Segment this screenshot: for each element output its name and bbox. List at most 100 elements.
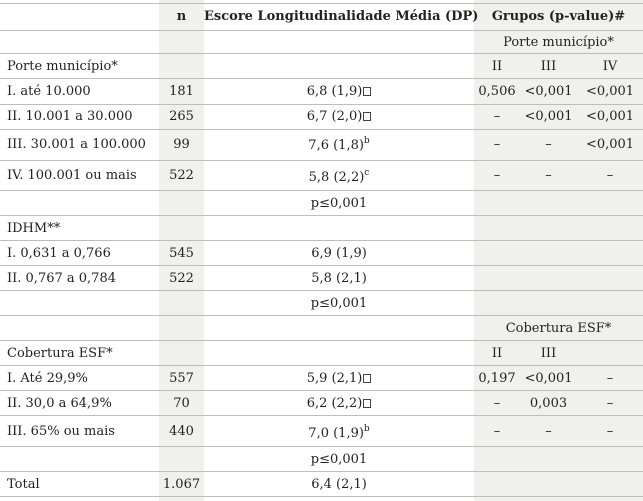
esf-section-title: Cobertura ESF* bbox=[7, 346, 113, 361]
table-row-label: IV. 100.001 ou mais bbox=[7, 168, 137, 183]
score-superscript: c bbox=[364, 168, 370, 178]
table-row-score: 6,7 (2,0) bbox=[204, 109, 474, 125]
table-row-label: III. 65% ou mais bbox=[7, 424, 115, 439]
table-row-label: I. até 10.000 bbox=[7, 84, 91, 99]
rule bbox=[0, 265, 643, 266]
table-row-label: III. 30.001 a 100.000 bbox=[7, 137, 146, 152]
table-row-n: 70 bbox=[173, 396, 190, 411]
table-row-label: I. 0,631 a 0,766 bbox=[7, 246, 111, 261]
table-row-n: 181 bbox=[169, 84, 194, 99]
table-row-n: 440 bbox=[169, 424, 194, 439]
table-row-label: II. 0,767 a 0,784 bbox=[7, 271, 116, 286]
rule bbox=[0, 240, 643, 241]
table-row-p: – bbox=[493, 396, 501, 411]
rule bbox=[0, 30, 643, 31]
n-column-bg bbox=[159, 0, 204, 501]
rule bbox=[0, 53, 643, 54]
table-row-p: – bbox=[606, 424, 614, 439]
rule bbox=[0, 3, 643, 4]
score-value: 7,6 (1,8) bbox=[308, 138, 364, 153]
table-row-p: – bbox=[493, 137, 501, 152]
table-row-score: 7,0 (1,9)b bbox=[204, 425, 474, 442]
rule bbox=[0, 446, 643, 447]
table-row-score: 7,6 (1,8)b bbox=[204, 136, 474, 154]
missing-glyph-icon bbox=[363, 112, 372, 121]
table-row-p: <0,001 bbox=[585, 109, 635, 124]
score-superscript: b bbox=[363, 136, 370, 146]
rule bbox=[0, 496, 643, 497]
table-row-label: I. Até 29,9% bbox=[7, 371, 88, 386]
score-value: 5,8 (2,2) bbox=[308, 170, 365, 185]
porte-col-iii: III bbox=[540, 59, 557, 74]
esf-col-ii: II bbox=[491, 346, 503, 361]
missing-glyph-icon bbox=[363, 87, 372, 96]
idhm-pvalue: p≤0,001 bbox=[310, 296, 368, 311]
n-header: n bbox=[176, 9, 187, 24]
groups-header: Grupos (p-value)# bbox=[491, 9, 626, 24]
rule bbox=[0, 129, 643, 130]
table-row-p: <0,001 bbox=[585, 137, 635, 152]
score-value: 6,2 (2,2) bbox=[306, 396, 363, 411]
table-row-p: – bbox=[606, 371, 614, 386]
table-row-n: 265 bbox=[169, 109, 194, 124]
rule bbox=[0, 365, 643, 366]
total-n: 1.067 bbox=[162, 477, 201, 492]
esf-col-iii: III bbox=[540, 346, 557, 361]
table-row-score: 6,9 (1,9) bbox=[311, 246, 367, 261]
porte-pvalue: p≤0,001 bbox=[310, 196, 368, 211]
table-row-score: 5,9 (2,1) bbox=[204, 371, 474, 387]
table-row-p: <0,001 bbox=[585, 84, 635, 99]
total-score: 6,4 (2,1) bbox=[311, 477, 367, 492]
table-row-n: 545 bbox=[169, 246, 194, 261]
table-row-p: – bbox=[606, 168, 614, 183]
score-value: 6,8 (1,9) bbox=[306, 84, 363, 99]
table-row-n: 522 bbox=[169, 271, 194, 286]
table-row-p: <0,001 bbox=[524, 371, 573, 386]
table-row-p: 0,197 bbox=[478, 371, 516, 386]
rule bbox=[0, 415, 643, 416]
table-row-n: 99 bbox=[173, 137, 190, 152]
porte-subheader: Porte município* bbox=[503, 35, 614, 50]
rule bbox=[0, 471, 643, 472]
score-value: 7,0 (1,9) bbox=[308, 426, 364, 441]
table-row-p: – bbox=[606, 396, 614, 411]
esf-subheader: Cobertura ESF* bbox=[505, 321, 612, 336]
table-row-score: 6,8 (1,9) bbox=[204, 84, 474, 100]
missing-glyph-icon bbox=[363, 374, 372, 383]
rule bbox=[0, 290, 643, 291]
porte-section-title: Porte município* bbox=[7, 59, 118, 74]
total-label: Total bbox=[7, 477, 40, 492]
table-row-p: <0,001 bbox=[524, 84, 573, 99]
table-row-p: <0,001 bbox=[524, 109, 573, 124]
score-header: Escore Longitudinalidade Média (DP) bbox=[204, 9, 479, 24]
rule bbox=[0, 315, 643, 316]
rule bbox=[0, 160, 643, 161]
rule bbox=[0, 104, 643, 105]
table-row-p: – bbox=[493, 109, 501, 124]
table-row-n: 522 bbox=[169, 168, 194, 183]
table-row-score: 5,8 (2,1) bbox=[311, 271, 367, 286]
table-row-score: 5,8 (2,2)c bbox=[204, 168, 474, 186]
porte-col-ii: II bbox=[491, 59, 503, 74]
score-value: 5,9 (2,1) bbox=[306, 371, 363, 386]
score-value: 6,7 (2,0) bbox=[306, 109, 363, 124]
table-row-p: 0,003 bbox=[529, 396, 568, 411]
rule bbox=[0, 78, 643, 79]
rule bbox=[0, 390, 643, 391]
missing-glyph-icon bbox=[363, 399, 372, 408]
rule bbox=[0, 190, 643, 191]
table-row-p: – bbox=[493, 168, 501, 183]
table-row-p: – bbox=[545, 137, 552, 152]
idhm-section-title: IDHM** bbox=[7, 221, 61, 236]
table-row-p: – bbox=[493, 424, 501, 439]
groups-column-bg bbox=[474, 0, 643, 501]
porte-col-iv: IV bbox=[602, 59, 618, 74]
table-row-score: 6,2 (2,2) bbox=[204, 396, 474, 412]
table-row-label: II. 10.001 a 30.000 bbox=[7, 109, 133, 124]
table-row-n: 557 bbox=[169, 371, 194, 386]
table-row-p: 0,506 bbox=[478, 84, 516, 99]
table-row-p: – bbox=[545, 168, 552, 183]
esf-pvalue: p≤0,001 bbox=[310, 452, 368, 467]
rule bbox=[0, 340, 643, 341]
table-row-label: II. 30,0 a 64,9% bbox=[7, 396, 112, 411]
